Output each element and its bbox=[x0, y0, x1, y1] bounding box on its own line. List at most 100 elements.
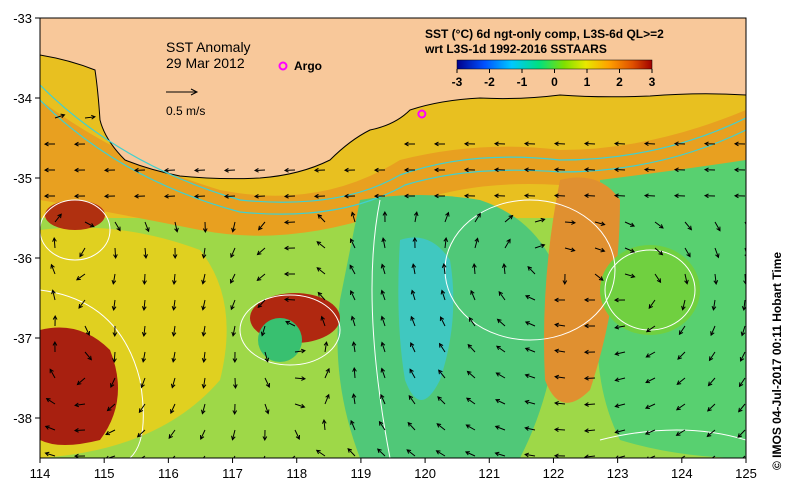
argo-legend-icon bbox=[278, 61, 288, 71]
velocity-arrow bbox=[553, 427, 566, 432]
velocity-arrow bbox=[403, 141, 416, 147]
velocity-arrow bbox=[624, 273, 636, 279]
velocity-arrow bbox=[496, 318, 506, 327]
velocity-arrow bbox=[140, 377, 146, 389]
velocity-arrow bbox=[714, 247, 720, 259]
velocity-arrow bbox=[677, 455, 686, 458]
velocity-arrow bbox=[714, 221, 721, 232]
velocity-arrow bbox=[138, 403, 146, 414]
x-tick-label: 115 bbox=[94, 466, 115, 481]
x-axis: 114 115 116 117 118 119 120 121 122 123 124 125 bbox=[30, 458, 757, 481]
velocity-arrow bbox=[168, 429, 176, 439]
velocity-arrow bbox=[74, 402, 86, 408]
velocity-arrow bbox=[466, 370, 476, 379]
velocity-arrow bbox=[737, 429, 746, 439]
velocity-arrow bbox=[524, 452, 536, 458]
velocity-arrow bbox=[170, 377, 176, 389]
velocity-arrow bbox=[711, 299, 717, 311]
velocity-arrow bbox=[493, 141, 506, 147]
velocity-arrow bbox=[648, 299, 656, 310]
velocity-arrow bbox=[51, 289, 56, 301]
velocity-arrow bbox=[283, 271, 296, 277]
velocity-arrow bbox=[472, 263, 477, 275]
velocity-arrow bbox=[201, 351, 207, 363]
velocity-arrow bbox=[347, 448, 356, 457]
velocity-arrow bbox=[673, 141, 686, 147]
velocity-arrow bbox=[673, 167, 686, 173]
velocity-arrow bbox=[498, 291, 506, 301]
velocity-arrow bbox=[613, 193, 626, 199]
sst-zone-hot-eddy-2 bbox=[45, 200, 105, 230]
velocity-arrow bbox=[232, 377, 238, 390]
x-tick-label: 124 bbox=[671, 466, 693, 481]
legend-tick-label: 0 bbox=[551, 75, 558, 89]
velocity-arrow bbox=[232, 403, 238, 416]
velocity-arrow bbox=[133, 167, 146, 173]
velocity-arrow bbox=[193, 167, 206, 173]
velocity-arrow bbox=[171, 325, 177, 337]
velocity-arrow bbox=[524, 321, 536, 327]
y-tick-label: -38 bbox=[13, 411, 32, 426]
velocity-arrow bbox=[583, 349, 596, 355]
velocity-arrow bbox=[707, 377, 716, 387]
velocity-arrow bbox=[229, 273, 236, 284]
velocity-arrow bbox=[202, 455, 206, 458]
velocity-arrow bbox=[174, 221, 179, 233]
velocity-arrow bbox=[193, 193, 206, 199]
velocity-arrow bbox=[583, 323, 596, 329]
velocity-arrow bbox=[613, 167, 626, 173]
velocity-arrow bbox=[294, 348, 306, 354]
velocity-arrow bbox=[710, 325, 716, 337]
velocity-arrow bbox=[49, 368, 56, 379]
velocity-arrow bbox=[231, 221, 236, 233]
velocity-arrow bbox=[554, 400, 566, 406]
velocity-arrow bbox=[403, 167, 416, 173]
map-field bbox=[40, 18, 746, 458]
velocity-arrow bbox=[76, 377, 86, 386]
velocity-arrow bbox=[141, 299, 147, 311]
legend-tick-label: -3 bbox=[452, 75, 463, 89]
velocity-arrow bbox=[112, 351, 117, 364]
velocity-arrow bbox=[373, 167, 386, 173]
velocity-arrow bbox=[231, 429, 236, 441]
velocity-arrow bbox=[553, 141, 566, 147]
velocity-arrow bbox=[524, 426, 536, 431]
velocity-arrow bbox=[141, 351, 147, 363]
velocity-arrow bbox=[264, 377, 271, 388]
velocity-arrow bbox=[84, 221, 95, 228]
velocity-arrow bbox=[411, 263, 417, 275]
velocity-arrow bbox=[501, 263, 507, 275]
velocity-arrow bbox=[230, 299, 236, 311]
velocity-arrow bbox=[684, 221, 693, 231]
velocity-arrow bbox=[553, 193, 566, 199]
velocity-arrow bbox=[564, 247, 576, 253]
argo-float-marker[interactable] bbox=[417, 109, 427, 119]
velocity-arrow bbox=[463, 193, 476, 199]
velocity-arrow bbox=[553, 167, 566, 173]
velocity-arrow bbox=[380, 341, 386, 353]
velocity-arrow bbox=[523, 193, 536, 199]
x-tick-label: 121 bbox=[478, 466, 500, 481]
velocity-arrow bbox=[381, 237, 387, 249]
velocity-arrow bbox=[349, 290, 356, 301]
velocity-arrow bbox=[554, 374, 566, 380]
velocity-arrow bbox=[113, 247, 118, 260]
velocity-arrow bbox=[283, 297, 296, 302]
velocity-arrow bbox=[324, 367, 330, 379]
argo-legend-label: Argo bbox=[294, 59, 322, 73]
velocity-arrow bbox=[111, 273, 117, 285]
velocity-arrow bbox=[264, 403, 270, 415]
legend-line1: SST (°C) 6d ngt-only comp, L3S-6d QL>=2 bbox=[425, 27, 664, 41]
velocity-arrow bbox=[613, 141, 626, 147]
velocity-arrow bbox=[144, 221, 150, 233]
velocity-arrow bbox=[443, 237, 449, 249]
velocity-arrow bbox=[406, 449, 416, 457]
velocity-arrow bbox=[380, 263, 386, 275]
velocity-arrow bbox=[584, 428, 596, 433]
credit-text: © IMOS 04-Jul-2017 00:11 Hobart Time bbox=[770, 251, 784, 470]
velocity-arrow bbox=[84, 114, 96, 120]
velocity-arrow bbox=[73, 453, 86, 458]
legend-colorbar bbox=[456, 59, 653, 70]
velocity-arrow bbox=[494, 451, 506, 457]
